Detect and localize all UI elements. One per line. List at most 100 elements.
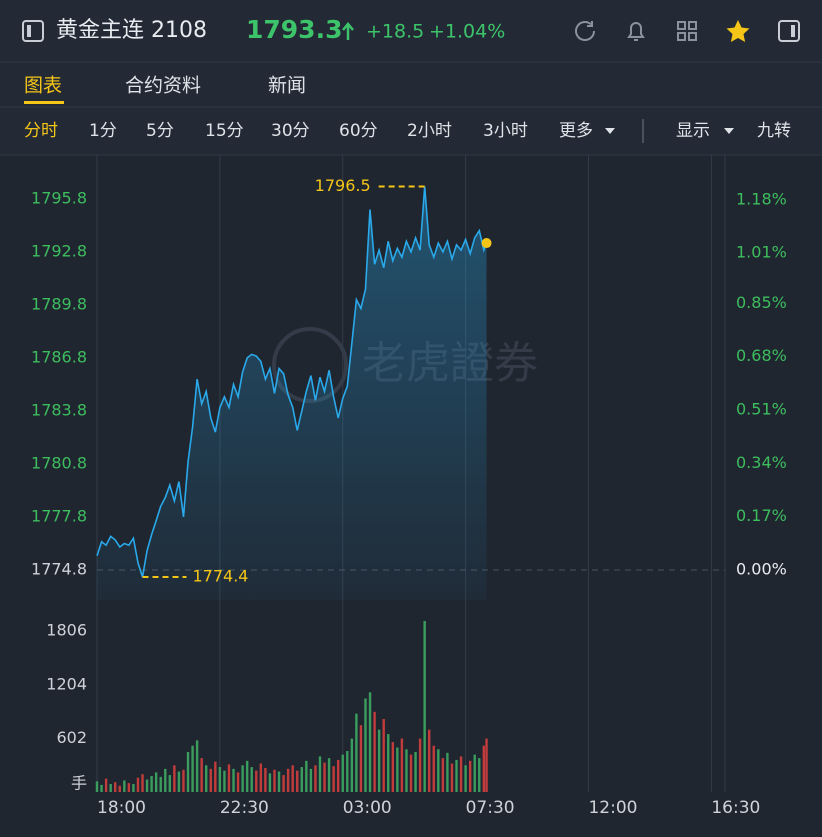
volume-bar: [286, 768, 290, 792]
y-unit-label: 手: [71, 774, 87, 793]
interval-button[interactable]: 5分: [146, 121, 174, 141]
volume-bar: [387, 734, 390, 792]
tab[interactable]: 合约资料: [125, 75, 201, 97]
volume-bar: [127, 783, 131, 792]
interval-button[interactable]: 30分: [271, 121, 310, 141]
volume-bar: [150, 775, 153, 792]
dropdown-caret: [724, 128, 734, 134]
y2-tick-label: 1.18%: [736, 189, 787, 208]
back-icon[interactable]: [22, 20, 44, 42]
volume-bar: [282, 775, 285, 792]
y-tick-label: 1204: [46, 674, 87, 693]
instrument-title: 黄金主连 2108: [56, 18, 207, 43]
favorite-icon[interactable]: [726, 20, 750, 42]
volume-bar: [446, 752, 449, 792]
volume-bar: [191, 745, 194, 792]
tab[interactable]: 图表: [24, 75, 62, 97]
volume-bar: [432, 745, 435, 792]
volume-bar: [414, 751, 417, 792]
y2-tick-label: 0.85%: [736, 293, 787, 312]
x-tick-label: 22:30: [220, 798, 269, 818]
volume-bar: [136, 777, 140, 792]
y2-tick-label: 0.17%: [736, 506, 787, 525]
y-tick-label: 1786.8: [31, 347, 87, 366]
volume-bar: [259, 763, 263, 792]
volume-bar: [186, 751, 190, 792]
y-tick-label: 1780.8: [31, 453, 87, 472]
more-button[interactable]: 更多: [559, 121, 593, 141]
interval-button[interactable]: 60分: [339, 121, 378, 141]
volume-bar: [396, 747, 399, 792]
volume-bar: [364, 698, 367, 792]
volume-bar: [241, 765, 244, 792]
volume-bar: [405, 749, 408, 792]
volume-bar: [291, 765, 294, 792]
volume-bar: [195, 740, 199, 792]
y-tick-label: 602: [56, 728, 87, 747]
x-tick-label: 16:30: [711, 798, 760, 818]
volume-bar: [450, 763, 454, 792]
volume-bar: [355, 713, 358, 792]
volume-bar: [114, 782, 117, 792]
interval-button[interactable]: 分时: [24, 121, 58, 141]
volume-bar: [400, 738, 404, 792]
volume-bar: [123, 780, 126, 792]
volume-bar: [232, 768, 235, 792]
refresh-icon[interactable]: [575, 21, 595, 41]
interval-button[interactable]: 1分: [89, 121, 117, 141]
volume-bar: [368, 692, 372, 792]
x-tick-label: 12:00: [588, 798, 637, 818]
volume-bar: [459, 756, 463, 792]
volume-bar: [205, 765, 208, 792]
interval-button[interactable]: 2小时: [407, 121, 452, 141]
volume-bar: [318, 756, 322, 792]
display-button[interactable]: 显示: [676, 121, 710, 141]
low-label: 1774.4: [193, 567, 249, 586]
volume-bar: [132, 783, 135, 792]
volume-bar: [159, 776, 162, 792]
volume-bar: [377, 729, 381, 792]
volume-bar: [391, 742, 394, 792]
y2-tick-label: 0.51%: [736, 399, 787, 418]
volume-bar: [327, 758, 331, 792]
last-price: 1793.3: [246, 15, 342, 44]
x-tick-label: 03:00: [343, 798, 392, 818]
interval-button[interactable]: 15分: [205, 121, 244, 141]
y-tick-label: 1783.8: [31, 400, 87, 419]
interval-button[interactable]: 3小时: [483, 121, 528, 141]
alert-icon[interactable]: [627, 22, 645, 41]
dropdown-caret: [605, 128, 615, 134]
volume-bar: [277, 771, 281, 792]
volume-bar: [200, 758, 203, 792]
y-tick-label: 1792.8: [31, 241, 87, 260]
volume-bar: [478, 758, 481, 792]
volume-bar: [305, 760, 308, 792]
volume-bar: [455, 759, 458, 792]
volume-bar: [264, 767, 267, 792]
price-change: +18.5: [366, 21, 424, 43]
grid-icon[interactable]: [677, 21, 697, 41]
volume-bar: [485, 738, 488, 792]
x-tick-label: 18:00: [97, 798, 146, 818]
panel-icon[interactable]: [778, 20, 800, 42]
high-label: 1796.5: [315, 176, 371, 195]
volume-bar: [300, 767, 303, 792]
y-tick-label: 1774.8: [31, 559, 87, 578]
volume-bar: [245, 760, 249, 792]
volume-bar: [236, 772, 240, 792]
volume-bar: [95, 781, 99, 792]
y-tick-label: 1777.8: [31, 506, 87, 525]
volume-bar: [227, 764, 231, 792]
last-point: [481, 238, 492, 249]
volume-bar: [346, 751, 349, 792]
jiuzhuan-button[interactable]: 九转: [757, 121, 791, 141]
volume-bar: [145, 779, 149, 792]
y-tick-label: 1806: [46, 621, 87, 640]
y-tick-label: 1789.8: [31, 294, 87, 313]
volume-bar: [409, 754, 413, 792]
tab[interactable]: 新闻: [268, 75, 306, 97]
volume-bar: [168, 775, 172, 792]
volume-bar: [250, 767, 253, 792]
